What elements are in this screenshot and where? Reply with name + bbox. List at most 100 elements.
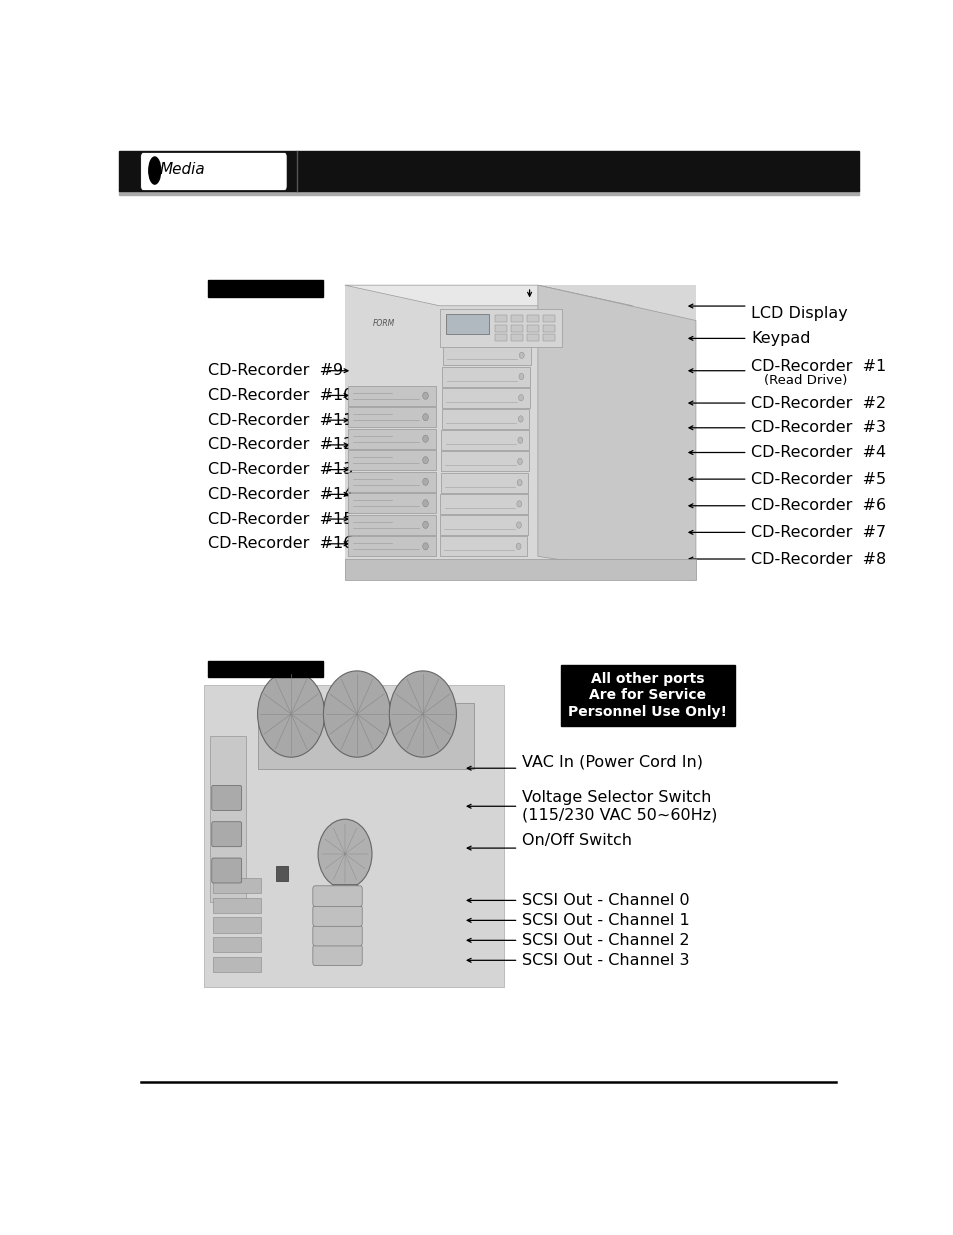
Bar [440, 473, 528, 493]
Text: CD-Recorder  #6: CD-Recorder #6 [751, 498, 885, 514]
Bar [440, 494, 528, 514]
Text: FORM: FORM [373, 319, 395, 329]
Bar [210, 736, 246, 903]
Text: CD-Recorder  #13: CD-Recorder #13 [208, 462, 353, 477]
Text: SCSI Out - Channel 3: SCSI Out - Channel 3 [521, 953, 689, 968]
Bar [333, 884, 356, 908]
Text: (Read Drive): (Read Drive) [763, 374, 846, 387]
Circle shape [518, 395, 523, 401]
Bar [344, 285, 696, 580]
Text: CD-Recorder  #7: CD-Recorder #7 [751, 525, 885, 540]
Bar [119, 151, 858, 190]
Circle shape [517, 479, 521, 485]
Text: CD-Recorder  #10: CD-Recorder #10 [208, 388, 353, 403]
Bar [348, 408, 436, 427]
Bar [258, 703, 474, 769]
Circle shape [422, 478, 428, 485]
Bar [348, 493, 436, 514]
FancyBboxPatch shape [212, 785, 241, 810]
FancyBboxPatch shape [313, 885, 362, 906]
Circle shape [517, 500, 521, 508]
Bar [441, 430, 529, 451]
Bar [439, 309, 562, 347]
Circle shape [422, 542, 428, 550]
FancyBboxPatch shape [140, 152, 287, 190]
Bar [213, 898, 261, 913]
Bar [348, 451, 436, 471]
Text: Keypad: Keypad [751, 331, 810, 346]
Bar [348, 385, 436, 406]
Ellipse shape [148, 157, 161, 185]
Circle shape [422, 521, 428, 529]
Bar [526, 315, 538, 322]
Circle shape [422, 391, 428, 399]
Bar [208, 661, 322, 677]
Polygon shape [537, 285, 696, 580]
Bar [344, 559, 696, 580]
Bar [348, 515, 436, 535]
Text: CD-Recorder  #11: CD-Recorder #11 [208, 412, 354, 427]
Bar [542, 315, 555, 322]
Text: VAC In (Power Cord In): VAC In (Power Cord In) [521, 755, 702, 769]
Bar [213, 937, 261, 952]
Bar [526, 325, 538, 332]
Text: Media: Media [159, 162, 205, 177]
Circle shape [257, 671, 324, 757]
Text: CD-Recorder  #2: CD-Recorder #2 [751, 395, 885, 410]
Circle shape [422, 457, 428, 464]
FancyBboxPatch shape [212, 858, 241, 883]
Bar [442, 346, 530, 366]
Text: CD-Recorder  #1: CD-Recorder #1 [751, 359, 885, 374]
Bar [526, 335, 538, 341]
Bar [204, 684, 503, 987]
Bar [510, 325, 522, 332]
Text: Voltage Selector Switch
(115/230 VAC 50~60Hz): Voltage Selector Switch (115/230 VAC 50~… [521, 790, 717, 823]
Bar [445, 315, 488, 333]
Text: SCSI Out - Channel 0: SCSI Out - Channel 0 [521, 893, 689, 908]
Text: CD-Recorder  #12: CD-Recorder #12 [208, 437, 353, 452]
Bar [119, 189, 858, 195]
Text: CD-Recorder  #5: CD-Recorder #5 [751, 472, 885, 487]
Circle shape [317, 819, 372, 888]
FancyBboxPatch shape [212, 821, 241, 847]
Circle shape [422, 414, 428, 421]
Text: CD-Recorder  #3: CD-Recorder #3 [751, 420, 885, 435]
Bar [213, 957, 261, 972]
Text: CD-Recorder  #16: CD-Recorder #16 [208, 536, 353, 551]
Bar [439, 515, 527, 535]
Bar [442, 367, 530, 387]
Bar [348, 536, 436, 556]
Bar [441, 388, 529, 408]
Text: CD-Recorder  #9: CD-Recorder #9 [208, 363, 343, 378]
FancyBboxPatch shape [313, 905, 362, 926]
Circle shape [516, 522, 521, 529]
Text: CD-Recorder  #15: CD-Recorder #15 [208, 511, 353, 526]
Bar [510, 335, 522, 341]
Bar [542, 335, 555, 341]
Circle shape [517, 416, 522, 422]
Bar [440, 452, 528, 472]
Circle shape [323, 671, 390, 757]
Text: SCSI Out - Channel 2: SCSI Out - Channel 2 [521, 932, 689, 947]
Bar [213, 918, 261, 932]
Bar [495, 335, 507, 341]
FancyBboxPatch shape [313, 925, 362, 946]
Bar [348, 429, 436, 448]
Text: All other ports
Are for Service
Personnel Use Only!: All other ports Are for Service Personne… [568, 672, 726, 719]
Text: On/Off Switch: On/Off Switch [521, 832, 632, 848]
FancyBboxPatch shape [313, 945, 362, 966]
Circle shape [517, 458, 522, 464]
Bar [542, 325, 555, 332]
Circle shape [422, 435, 428, 442]
Bar [495, 315, 507, 322]
Circle shape [518, 352, 523, 358]
Polygon shape [344, 285, 632, 306]
Bar [348, 472, 436, 492]
Bar [275, 866, 288, 881]
Text: LCD Display: LCD Display [751, 306, 847, 321]
Text: CD-Recorder  #8: CD-Recorder #8 [751, 552, 885, 567]
Bar [510, 315, 522, 322]
Text: SCSI Out - Channel 1: SCSI Out - Channel 1 [521, 913, 689, 927]
Circle shape [516, 543, 520, 550]
Circle shape [518, 373, 523, 379]
